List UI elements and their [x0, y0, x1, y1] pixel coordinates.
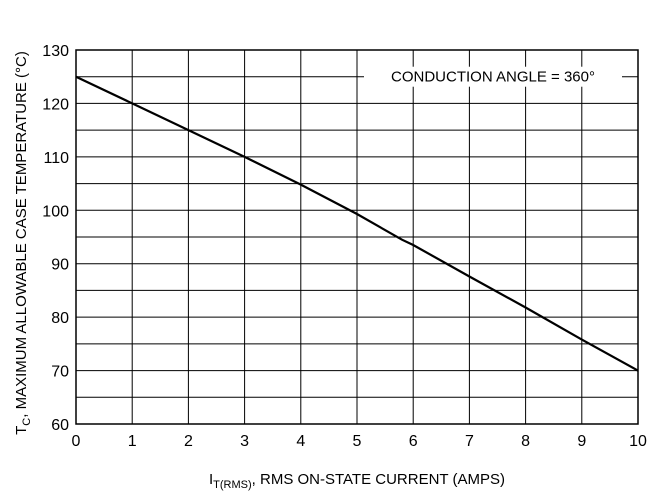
y-axis-label-subscript: C [21, 418, 33, 426]
y-tick-label: 120 [42, 96, 69, 113]
x-tick-labels: 0 1 2 3 4 5 6 7 8 9 10 [72, 433, 647, 450]
x-tick-label: 3 [240, 433, 249, 450]
y-tick-labels: 60 70 80 90 100 110 120 130 [42, 43, 69, 434]
y-tick-label: 130 [42, 43, 69, 60]
x-tick-label: 4 [296, 433, 305, 450]
y-axis-label-rest: , MAXIMUM ALLOWABLE CASE TEMPERATURE (°C… [13, 51, 30, 418]
x-axis-label-rest: , RMS ON-STATE CURRENT (AMPS) [252, 471, 505, 488]
y-tick-label: 70 [51, 364, 69, 381]
x-tick-label: 5 [353, 433, 362, 450]
annotation-background [364, 66, 622, 87]
x-axis-label-subscript: T(RMS) [213, 479, 252, 491]
x-tick-label: 1 [128, 433, 137, 450]
x-tick-label: 0 [72, 433, 81, 450]
y-axis-label: TC, MAXIMUM ALLOWABLE CASE TEMPERATURE (… [13, 51, 33, 435]
y-tick-label: 100 [42, 203, 69, 220]
annotation: CONDUCTION ANGLE = 360° [364, 66, 622, 87]
y-tick-label: 80 [51, 310, 69, 327]
x-tick-label: 6 [409, 433, 418, 450]
x-tick-label: 7 [465, 433, 474, 450]
annotation-text: CONDUCTION ANGLE = 360° [391, 69, 595, 86]
x-tick-label: 8 [521, 433, 530, 450]
y-axis-label-prefix: T [13, 426, 30, 435]
x-tick-label: 10 [629, 433, 647, 450]
x-tick-label: 9 [577, 433, 586, 450]
grid [75, 49, 639, 425]
x-axis-label-prefix: I [209, 471, 213, 488]
series-line [75, 75, 639, 372]
y-tick-label: 90 [51, 257, 69, 274]
x-tick-label: 2 [184, 433, 193, 450]
plot-frame [75, 49, 639, 425]
x-axis-label: IT(RMS), RMS ON-STATE CURRENT (AMPS) [209, 471, 505, 491]
y-tick-label: 60 [51, 417, 69, 434]
y-tick-label: 110 [43, 150, 69, 167]
